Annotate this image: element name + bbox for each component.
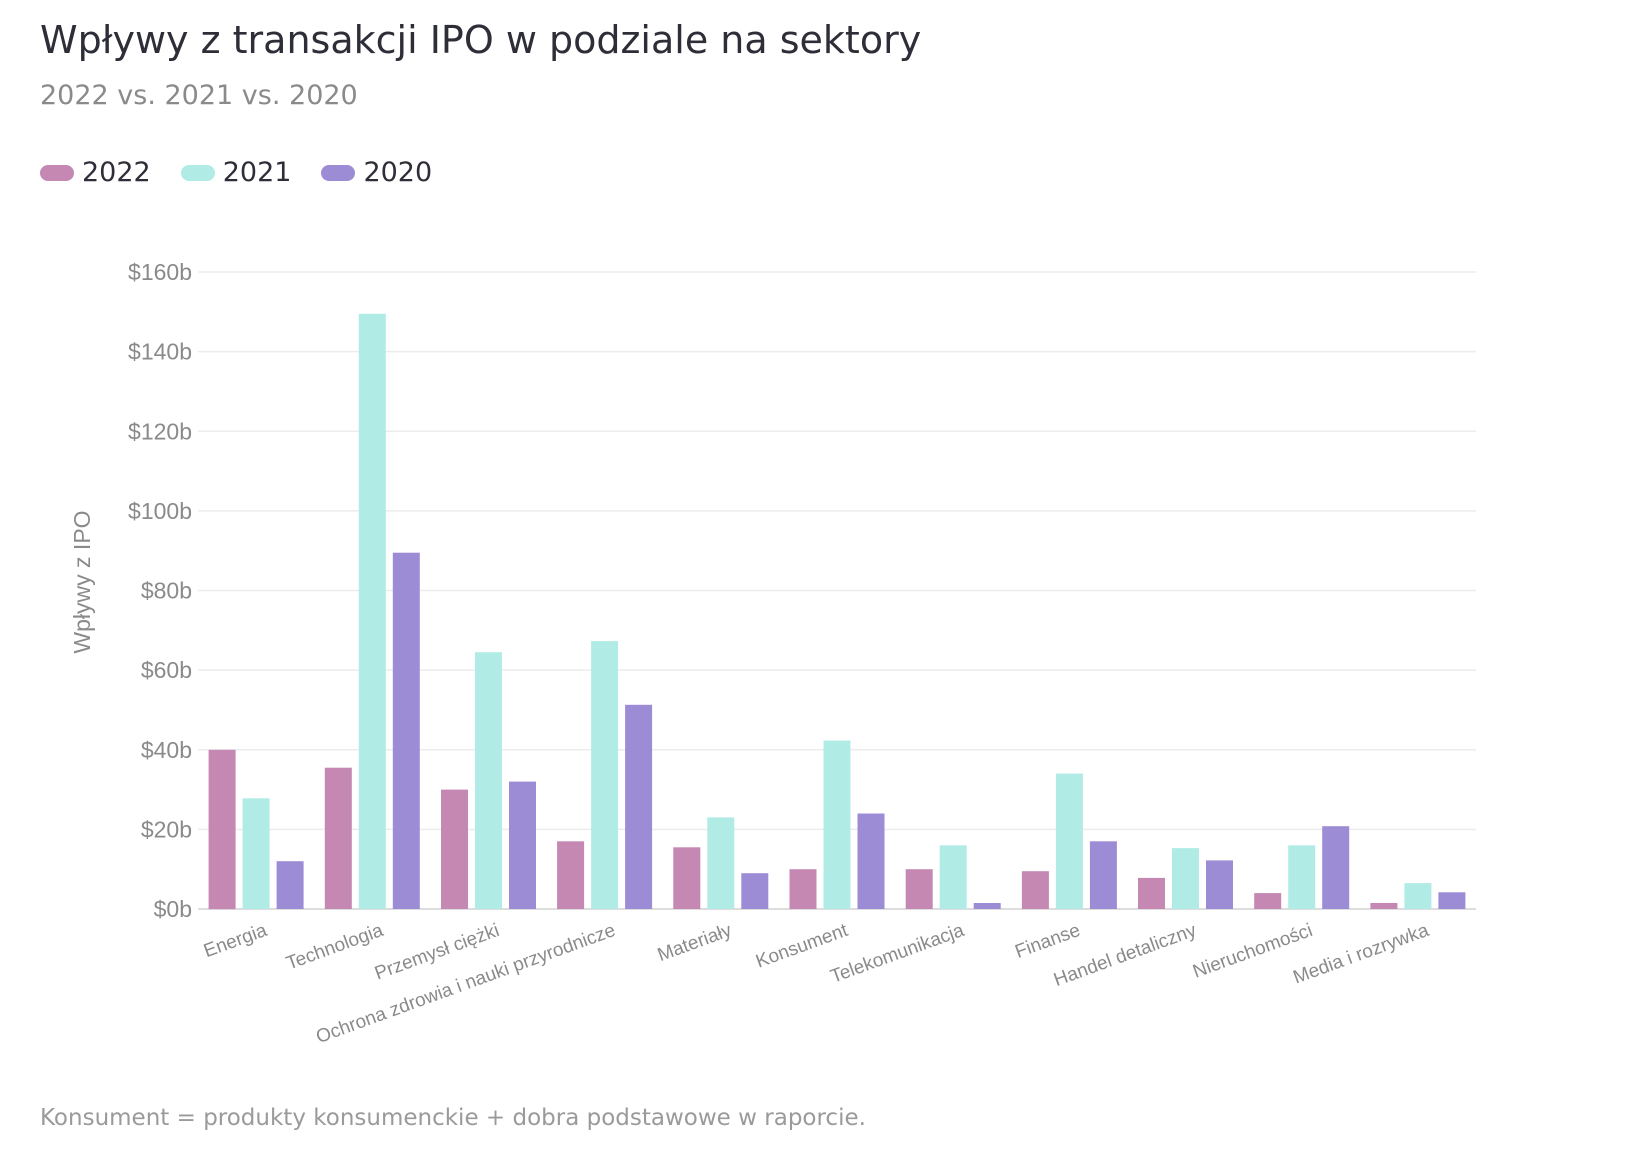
bar-2020-6[interactable] — [973, 903, 1001, 909]
legend-label-2020: 2020 — [363, 157, 433, 188]
bar-2021-0[interactable] — [242, 798, 270, 909]
bar-2022-4[interactable] — [673, 847, 701, 909]
y-tick-label: $140b — [128, 339, 192, 365]
bar-2020-8[interactable] — [1206, 860, 1233, 909]
bar-2022-3[interactable] — [557, 841, 585, 909]
bar-2021-8[interactable] — [1172, 848, 1199, 909]
bar-2020-0[interactable] — [276, 861, 304, 909]
bar-2020-1[interactable] — [392, 552, 420, 909]
bar-2022-8[interactable] — [1138, 877, 1165, 909]
bar-2020-5[interactable] — [857, 813, 885, 910]
legend-label-2022: 2022 — [82, 157, 151, 188]
y-axis-ticks: $0b $20b $40b $60b $80b $100b $120b $140b $160b — [128, 259, 192, 922]
legend-item-2021[interactable]: 2021 — [180, 157, 292, 188]
y-tick-label: $40b — [141, 737, 192, 763]
legend-swatch-2021 — [180, 164, 215, 181]
bar-2020-9[interactable] — [1322, 826, 1350, 909]
y-tick-label: $0b — [154, 896, 192, 922]
bars — [208, 313, 1466, 910]
bar-2021-1[interactable] — [358, 313, 386, 909]
bar-2022-10[interactable] — [1370, 903, 1398, 909]
bar-2021-3[interactable] — [591, 641, 619, 909]
bar-2022-2[interactable] — [441, 789, 468, 909]
y-tick-label: $80b — [141, 578, 192, 604]
y-tick-label: $100b — [128, 498, 192, 524]
bar-2020-4[interactable] — [741, 873, 769, 909]
bar-2022-5[interactable] — [789, 869, 817, 909]
x-tick-label: Technologia — [284, 920, 387, 975]
chart-legend: 2022 2021 2020 — [40, 157, 462, 188]
x-tick-label: Energia — [201, 920, 270, 962]
bar-2022-1[interactable] — [324, 767, 352, 909]
bar-2021-5[interactable] — [823, 740, 851, 909]
y-tick-label: $120b — [128, 418, 192, 444]
legend-item-2022[interactable]: 2022 — [40, 157, 151, 188]
footnote: Konsument = produkty konsumenckie + dobr… — [40, 1105, 866, 1131]
bar-2020-10[interactable] — [1438, 892, 1466, 909]
bar-2021-4[interactable] — [707, 817, 735, 909]
chart-title: Wpływy z transakcji IPO w podziale na se… — [40, 18, 922, 62]
legend-item-2020[interactable]: 2020 — [321, 157, 432, 188]
bar-2022-7[interactable] — [1021, 871, 1049, 909]
x-tick-label: Finanse — [1012, 920, 1083, 963]
legend-swatch-2022 — [40, 164, 74, 181]
bar-2022-0[interactable] — [208, 749, 236, 910]
y-axis-label: Wpływy z IPO — [69, 510, 95, 653]
y-tick-label: $20b — [141, 816, 192, 842]
y-tick-label: $160b — [128, 259, 192, 285]
bar-2022-9[interactable] — [1254, 893, 1282, 909]
bar-2021-6[interactable] — [939, 845, 967, 909]
bar-2020-3[interactable] — [625, 704, 653, 909]
bar-2022-6[interactable] — [905, 869, 933, 909]
bar-2020-2[interactable] — [509, 781, 536, 909]
legend-swatch-2020 — [321, 164, 356, 181]
y-tick-label: $60b — [141, 657, 192, 683]
bar-2021-10[interactable] — [1404, 883, 1432, 909]
chart-subtitle: 2022 vs. 2021 vs. 2020 — [40, 80, 358, 111]
bar-2020-7[interactable] — [1089, 841, 1117, 909]
bar-2021-7[interactable] — [1055, 773, 1083, 909]
bar-2021-9[interactable] — [1288, 845, 1316, 909]
x-tick-label: Telekomunikacja — [828, 920, 968, 988]
legend-label-2021: 2021 — [222, 157, 292, 188]
x-tick-label: Materiały — [655, 920, 735, 966]
bar-2021-2[interactable] — [475, 652, 502, 909]
